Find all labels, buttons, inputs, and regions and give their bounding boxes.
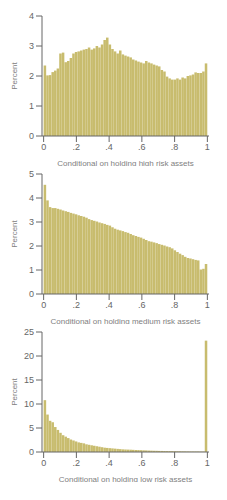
svg-text:.8: .8 xyxy=(171,300,179,310)
svg-text:.4: .4 xyxy=(105,300,113,310)
svg-text:.6: .6 xyxy=(138,300,146,310)
svg-text:Percent: Percent xyxy=(10,219,19,247)
svg-text:Conditional on holding low ris: Conditional on holding low risk assets xyxy=(59,475,192,482)
svg-text:.2: .2 xyxy=(73,300,81,310)
svg-text:1: 1 xyxy=(205,458,210,468)
svg-text:1: 1 xyxy=(29,265,34,275)
svg-text:.2: .2 xyxy=(73,142,81,152)
svg-text:25: 25 xyxy=(24,327,34,337)
svg-text:0: 0 xyxy=(29,447,34,457)
svg-text:.8: .8 xyxy=(171,458,179,468)
svg-text:1: 1 xyxy=(29,101,34,111)
svg-text:0: 0 xyxy=(41,458,46,468)
svg-text:5: 5 xyxy=(29,423,34,433)
svg-text:Percent: Percent xyxy=(10,377,19,405)
svg-text:5: 5 xyxy=(29,169,34,179)
svg-text:.2: .2 xyxy=(73,458,81,468)
svg-text:4: 4 xyxy=(29,11,34,21)
svg-text:4: 4 xyxy=(29,193,34,203)
svg-text:0: 0 xyxy=(41,300,46,310)
svg-text:Conditional on holding high ri: Conditional on holding high risk assets xyxy=(57,159,194,166)
svg-text:Percent: Percent xyxy=(10,61,19,89)
svg-text:1: 1 xyxy=(205,142,210,152)
svg-text:20: 20 xyxy=(24,351,34,361)
svg-text:0: 0 xyxy=(41,142,46,152)
svg-text:0: 0 xyxy=(29,289,34,299)
svg-text:2: 2 xyxy=(29,71,34,81)
svg-text:.4: .4 xyxy=(105,142,113,152)
svg-text:Conditional on holding medium: Conditional on holding medium risk asset… xyxy=(51,317,201,324)
svg-text:.4: .4 xyxy=(105,458,113,468)
svg-text:2: 2 xyxy=(29,241,34,251)
svg-text:0: 0 xyxy=(29,131,34,141)
svg-text:.6: .6 xyxy=(138,458,146,468)
svg-text:3: 3 xyxy=(29,217,34,227)
svg-text:1: 1 xyxy=(205,300,210,310)
svg-text:.6: .6 xyxy=(138,142,146,152)
svg-text:3: 3 xyxy=(29,41,34,51)
svg-text:15: 15 xyxy=(24,375,34,385)
svg-text:.8: .8 xyxy=(171,142,179,152)
svg-text:10: 10 xyxy=(24,399,34,409)
